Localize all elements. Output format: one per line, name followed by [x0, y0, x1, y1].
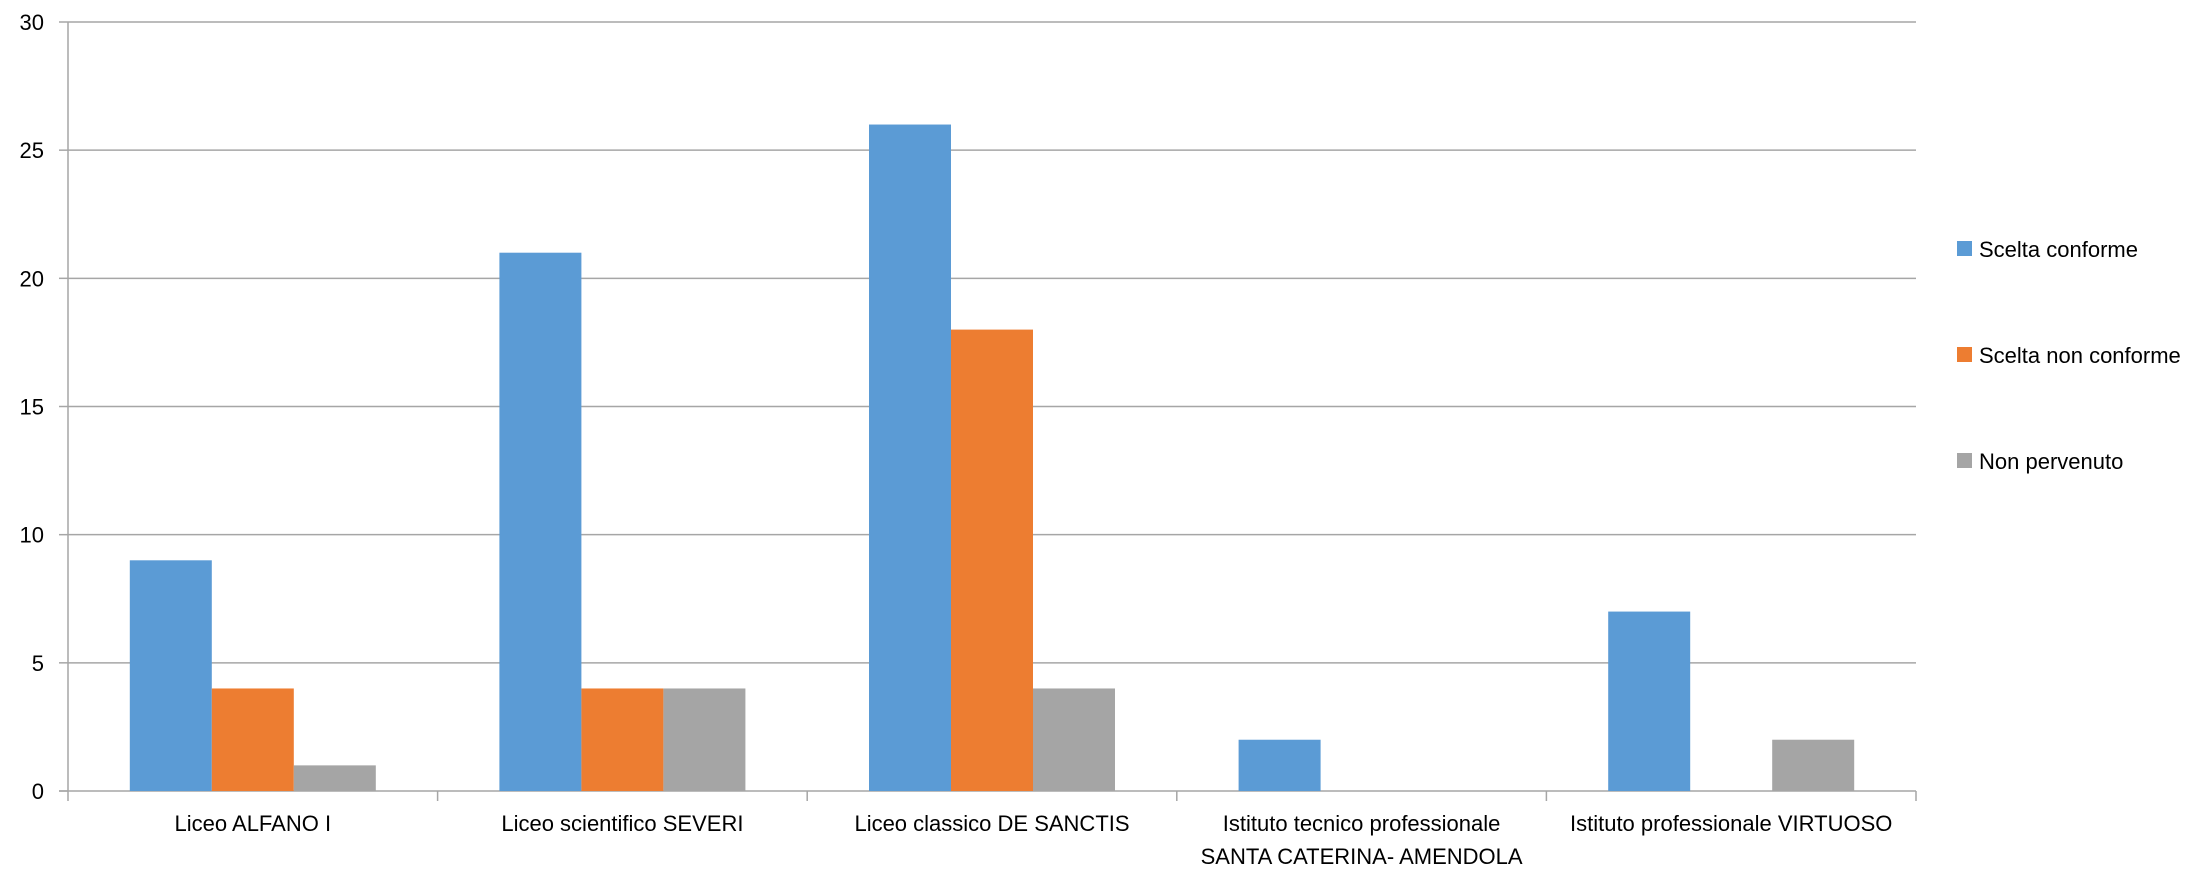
bar	[1608, 611, 1691, 791]
x-tick-label: Istituto professionale VIRTUOSO	[1570, 811, 1892, 836]
x-tick-label: Istituto tecnico professionale	[1223, 811, 1501, 836]
legend-label: Scelta conforme	[1979, 237, 2138, 262]
legend-swatch	[1957, 453, 1972, 468]
bar	[1772, 739, 1855, 791]
y-tick-label: 25	[20, 138, 44, 163]
bar	[951, 329, 1033, 791]
legend-swatch	[1957, 241, 1972, 256]
bar	[129, 560, 212, 791]
bar	[869, 124, 951, 792]
x-tick-labels: Liceo ALFANO I Liceo scientifico SEVERI Li…	[175, 811, 1893, 869]
bar	[499, 252, 582, 791]
x-tick-label: Liceo scientifico SEVERI	[501, 811, 743, 836]
bar	[1033, 688, 1115, 791]
y-tick-label: 20	[20, 266, 44, 291]
legend-swatch	[1957, 347, 1972, 362]
legend-label: Non pervenuto	[1979, 449, 2123, 474]
x-tick-label: Liceo classico DE SANCTIS	[854, 811, 1129, 836]
legend-label: Scelta non conforme	[1979, 343, 2181, 368]
legend: Scelta conforme Scelta non conforme Non pe…	[1957, 237, 2181, 474]
bar	[663, 688, 746, 791]
y-tick-label: 0	[32, 779, 44, 804]
bars	[129, 124, 1855, 792]
bar	[1238, 739, 1321, 791]
bar	[581, 688, 664, 791]
bar	[293, 765, 376, 791]
y-tick-label: 5	[32, 651, 44, 676]
y-tick-label: 15	[20, 395, 44, 420]
bar	[211, 688, 294, 791]
y-tick-label: 10	[20, 523, 44, 548]
y-tick-labels: 0 5 10 15 20 25 30	[20, 10, 44, 804]
x-tick-label: SANTA CATERINA- AMENDOLA	[1201, 844, 1523, 869]
x-tick-label: Liceo ALFANO I	[175, 811, 332, 836]
y-tick-label: 30	[20, 10, 44, 35]
